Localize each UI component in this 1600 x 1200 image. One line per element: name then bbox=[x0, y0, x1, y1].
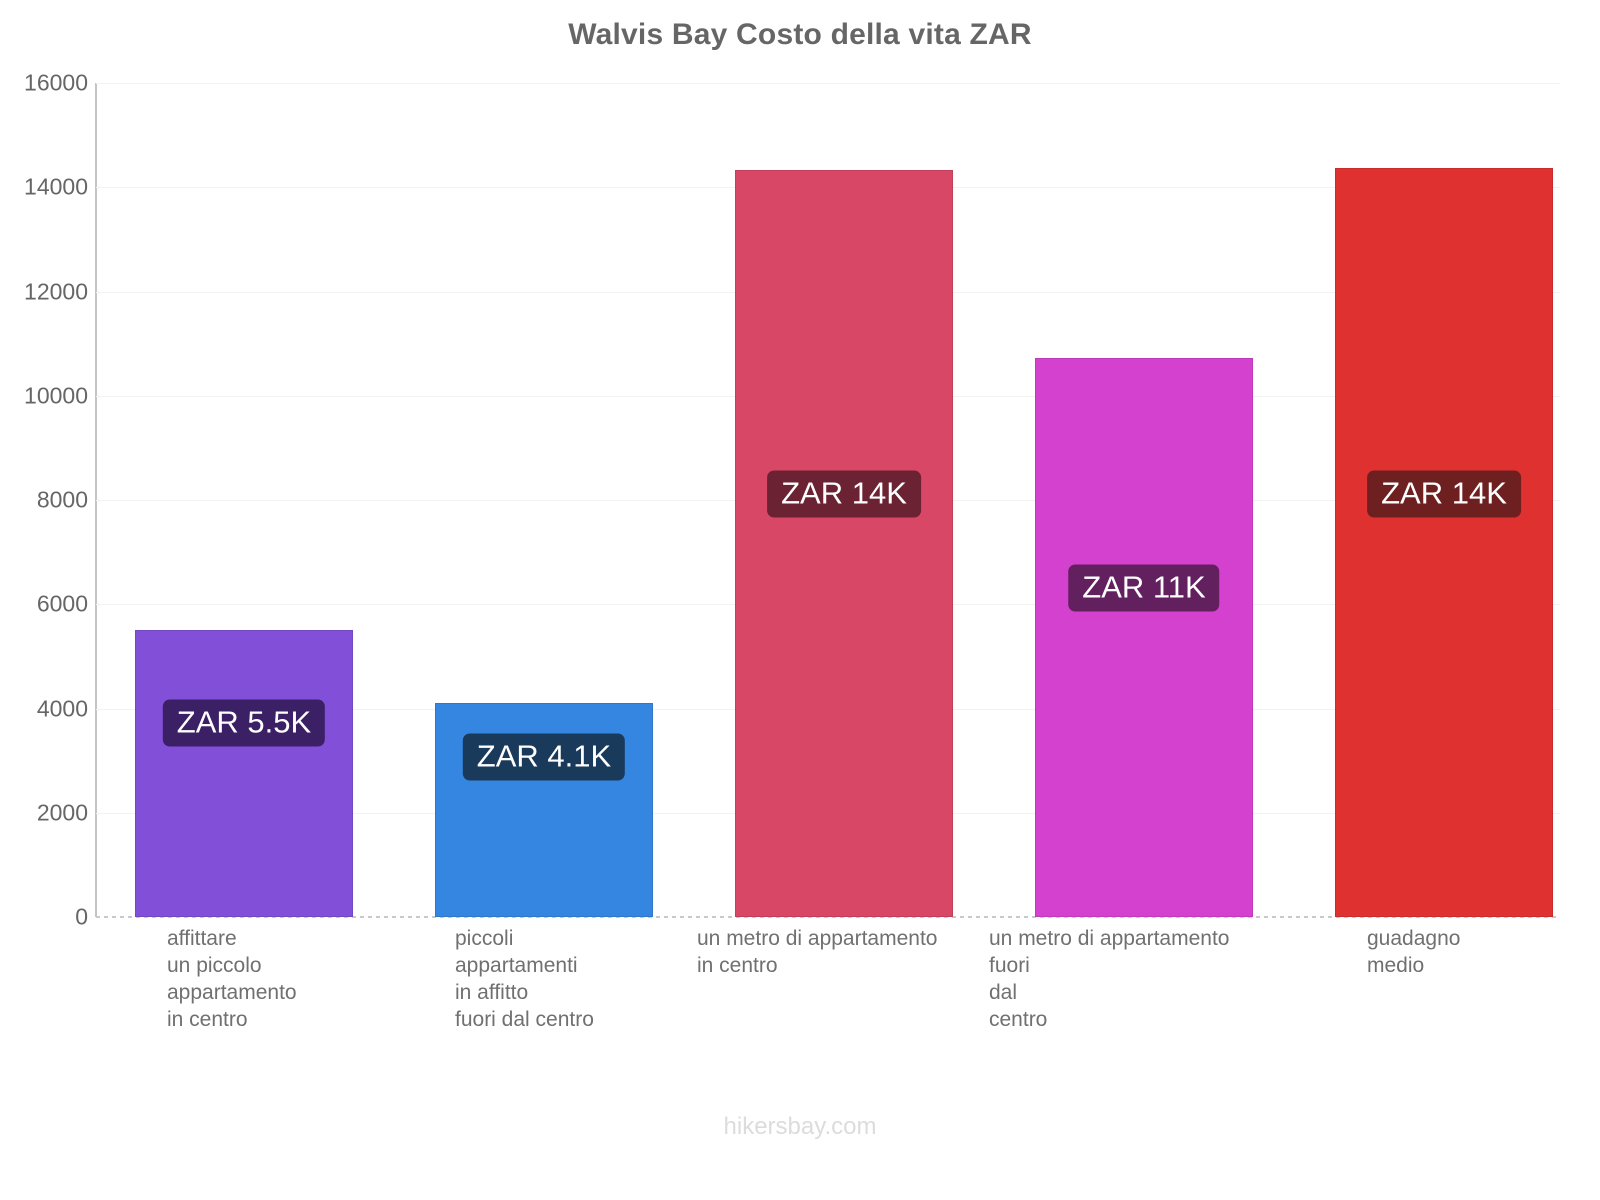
bar-value-label: ZAR 4.1K bbox=[462, 733, 626, 781]
x-axis-category-label: un metro di appartamento in centro bbox=[697, 927, 938, 977]
y-axis-tick-label: 16000 bbox=[24, 69, 88, 96]
y-axis-tick-label: 0 bbox=[75, 903, 88, 930]
x-axis-line bbox=[96, 916, 1560, 918]
bar[interactable] bbox=[735, 169, 953, 917]
y-axis-tick-label: 14000 bbox=[24, 173, 88, 200]
bar-value-label: ZAR 5.5K bbox=[162, 699, 326, 747]
chart-title: Walvis Bay Costo della vita ZAR bbox=[568, 18, 1032, 51]
bar-value-label: ZAR 14K bbox=[1367, 470, 1521, 518]
bar[interactable] bbox=[1335, 167, 1553, 917]
gridline bbox=[96, 83, 1560, 84]
x-axis-category-label: un metro di appartamento fuori dal centr… bbox=[989, 927, 1230, 1031]
x-axis-category-label: piccoli appartamenti in affitto fuori da… bbox=[455, 927, 594, 1031]
x-axis-category-label: affittare un piccolo appartamento in cen… bbox=[167, 927, 297, 1031]
y-axis-tick-label: 10000 bbox=[24, 382, 88, 409]
bar-value-label: ZAR 14K bbox=[767, 470, 921, 518]
y-axis-tick-label: 6000 bbox=[36, 590, 88, 617]
x-axis-category-label: guadagno medio bbox=[1367, 927, 1461, 977]
bar-value-label: ZAR 11K bbox=[1068, 564, 1220, 612]
bars-layer: ZAR 5.5K ZAR 4.1K ZAR 14K ZAR 11K ZAR 14K bbox=[135, 167, 1553, 917]
bar[interactable] bbox=[1035, 358, 1253, 917]
watermark: hikersbay.com bbox=[723, 1113, 877, 1140]
y-axis-ticks: 16000 14000 12000 10000 8000 6000 4000 2000 0 bbox=[0, 0, 88, 1200]
x-axis-category-labels: affittare un piccolo appartamento in cen… bbox=[0, 925, 1600, 1055]
y-axis-tick-label: 2000 bbox=[36, 799, 88, 826]
y-axis-tick-label: 4000 bbox=[36, 695, 88, 721]
y-axis-tick-label: 12000 bbox=[24, 278, 88, 304]
y-axis-tick-label: 8000 bbox=[36, 486, 88, 513]
bar[interactable] bbox=[135, 630, 353, 917]
